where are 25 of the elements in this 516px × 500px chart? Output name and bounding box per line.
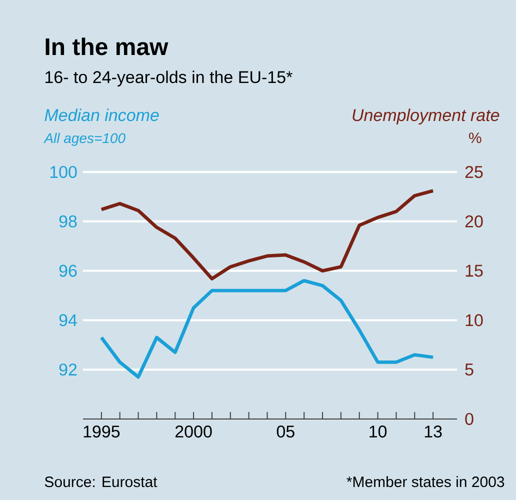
chart-subtitle: 16- to 24-year-olds in the EU-15* xyxy=(46,70,292,87)
x-tick-label: 2000 xyxy=(176,426,212,438)
y-tick-label: 92 xyxy=(59,364,77,376)
x-tick-label: 10 xyxy=(370,426,387,438)
text: All ages=100 xyxy=(44,132,126,146)
y-tick-label: 96 xyxy=(59,264,77,277)
y2-tick-label: 10 xyxy=(466,314,483,326)
line-series xyxy=(100,189,435,280)
y2-tick-label: 5 xyxy=(465,364,474,376)
x-tick-label: 13 xyxy=(424,426,442,438)
x-tick-label: 1995 xyxy=(84,426,120,438)
source-note: Source: Eurostat xyxy=(44,476,158,488)
x-tick-label: 05 xyxy=(276,426,294,438)
y2-tick-label: 20 xyxy=(465,215,483,228)
y2-axis-title: Unemployment rate xyxy=(352,108,500,125)
y-axis-title: Median income xyxy=(44,108,159,122)
chart-title: In the maw xyxy=(46,38,168,56)
y-tick-label: 100 xyxy=(50,166,77,178)
y-tick-label: 94 xyxy=(59,314,77,326)
y2-tick-label: 15 xyxy=(466,264,483,277)
text: % xyxy=(469,132,482,144)
y2-tick-label: 0 xyxy=(465,412,474,426)
y-tick-label: 98 xyxy=(59,215,77,228)
y2-tick-label: 25 xyxy=(465,166,483,178)
text: *Member states in 2003 xyxy=(346,476,504,488)
